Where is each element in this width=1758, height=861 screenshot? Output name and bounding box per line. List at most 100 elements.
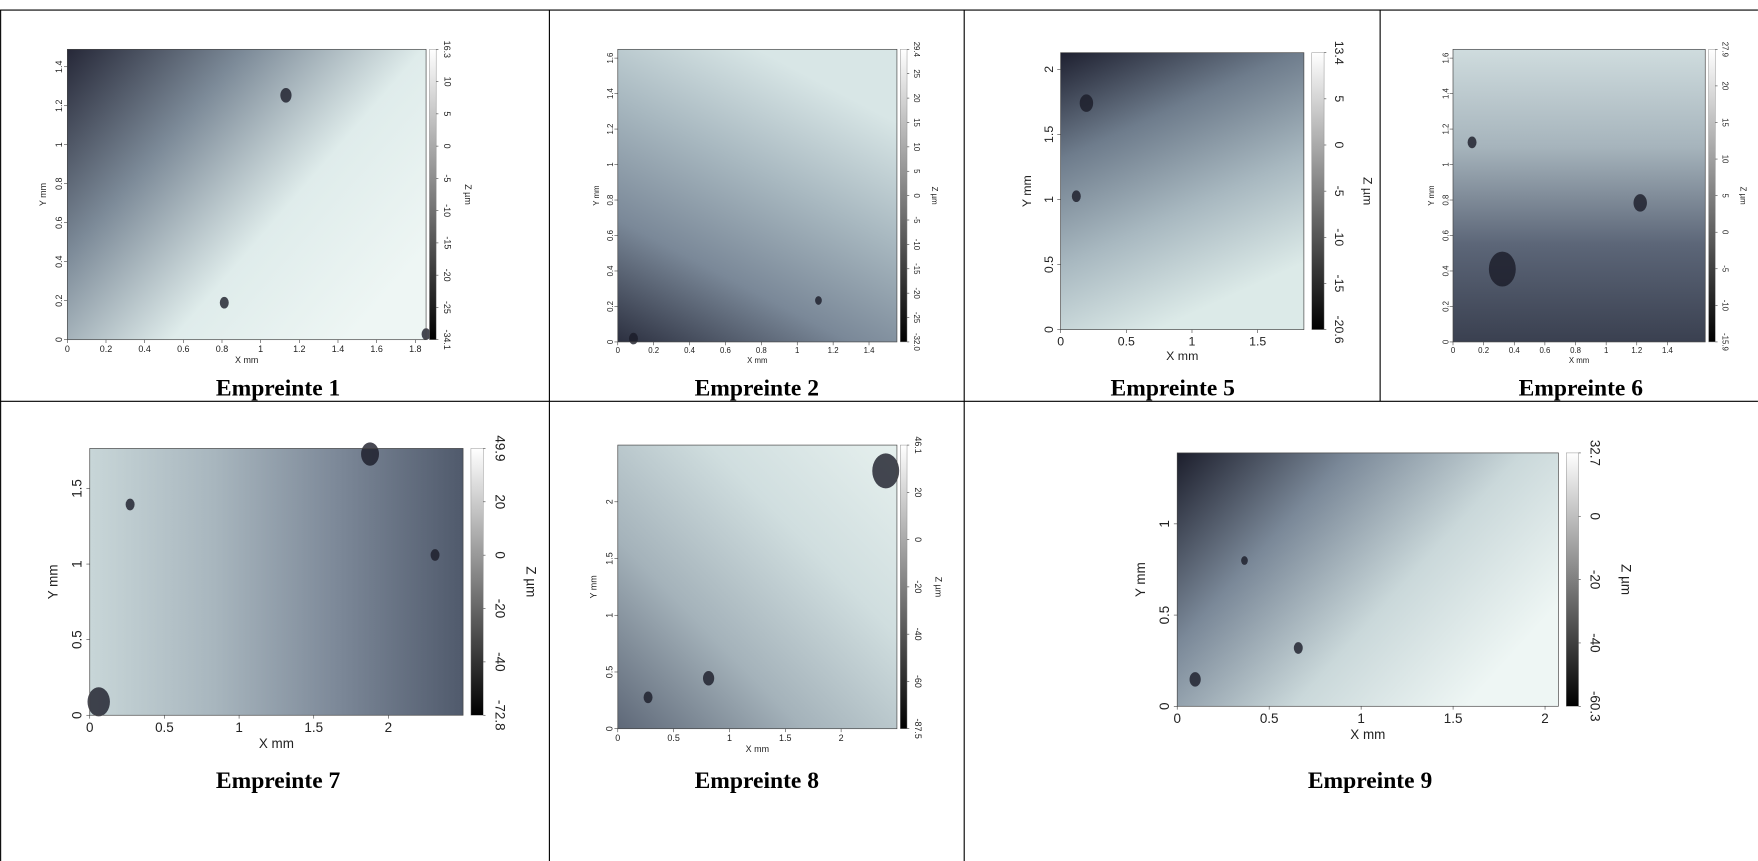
z-tick-label: -40 xyxy=(492,652,507,671)
x-tick-label: 0 xyxy=(1451,346,1456,355)
x-tick-label: 1.5 xyxy=(304,720,323,735)
y-tick-label: 1 xyxy=(1157,520,1172,527)
x-tick-label: 1.5 xyxy=(1444,711,1463,726)
z-tick-label: -10 xyxy=(442,204,452,217)
z-tick-label: -10 xyxy=(1332,228,1346,246)
surface-image xyxy=(617,445,897,729)
z-axis-label: Z µm xyxy=(1619,564,1634,595)
z-axis-label: Z µm xyxy=(1361,177,1375,205)
z-tick-label: 27.9 xyxy=(1720,42,1729,57)
x-tick-label: 1.2 xyxy=(293,344,305,354)
z-tick-label: -60 xyxy=(913,675,923,688)
z-tick-label: 0 xyxy=(492,551,507,558)
caption: Empreinte 5 xyxy=(1111,376,1235,402)
y-tick-label: 1.2 xyxy=(1441,124,1450,135)
y-tick-label: 0.6 xyxy=(54,216,64,228)
y-tick-label: 0.2 xyxy=(54,294,64,306)
z-tick-label: 29.4 xyxy=(912,42,921,58)
z-tick-label: 20 xyxy=(492,494,507,509)
z-tick-label: -34.1 xyxy=(442,329,452,349)
z-tick-label: -5 xyxy=(442,174,452,182)
surface-pit xyxy=(1633,194,1647,212)
colorbar xyxy=(1566,452,1579,707)
surface-pit xyxy=(628,332,638,345)
y-tick-label: 0.4 xyxy=(1441,265,1450,277)
surface-pit xyxy=(1241,556,1248,565)
x-tick-label: 0.8 xyxy=(756,346,768,355)
x-axis-label: X mm xyxy=(1569,356,1589,365)
plot-frame xyxy=(617,444,898,730)
z-tick-label: -20 xyxy=(492,599,507,618)
plot-frame xyxy=(89,448,464,716)
z-tick-label: -20 xyxy=(1588,570,1603,589)
colorbar xyxy=(470,448,484,716)
z-tick-label: 16.3 xyxy=(442,41,452,58)
z-tick-label: -20 xyxy=(442,269,452,282)
z-tick-label: -20 xyxy=(912,288,921,300)
x-tick-label: 1 xyxy=(235,720,242,735)
surface-pit xyxy=(702,670,715,686)
z-tick-label: 20 xyxy=(913,487,923,497)
surface-pit xyxy=(643,691,653,704)
z-tick-label: 13.4 xyxy=(1332,41,1346,65)
surface-pit xyxy=(125,498,135,511)
surface-image xyxy=(617,49,897,342)
y-tick-label: 0.2 xyxy=(606,301,615,312)
z-tick-label: -32.0 xyxy=(912,333,921,351)
table-borders xyxy=(0,9,1758,861)
x-tick-label: 1.4 xyxy=(864,346,876,355)
x-tick-label: 0.6 xyxy=(1539,346,1551,355)
surface-plot: 13.4 5 0 -5 -10 -15 -20.6 Z µm 0 0.5 1 1.5 X mm 0 0.5 1… xyxy=(1020,41,1375,363)
x-tick-label: 1.2 xyxy=(828,346,839,355)
x-tick-label: 0 xyxy=(1057,334,1064,348)
z-tick-label: -25 xyxy=(442,301,452,314)
colorbar xyxy=(1708,49,1716,343)
surface-pit xyxy=(872,453,900,489)
z-tick-label: -15.9 xyxy=(1720,333,1729,351)
surface-pit xyxy=(1467,136,1477,149)
x-tick-label: 0.5 xyxy=(667,733,679,743)
x-tick-label: 0.4 xyxy=(684,346,696,355)
x-tick-label: 1.8 xyxy=(409,344,421,354)
z-tick-label: -60.3 xyxy=(1588,691,1603,722)
surface-pit xyxy=(1071,190,1081,203)
z-tick-label: 10 xyxy=(1720,155,1729,164)
z-tick-label: -40 xyxy=(1588,633,1603,652)
surface-image xyxy=(1060,52,1304,330)
plot-frame xyxy=(1452,48,1706,343)
y-axis-label: Y mm xyxy=(592,185,601,205)
x-tick-label: 1 xyxy=(1604,346,1608,355)
y-tick-label: 1.5 xyxy=(1042,126,1056,143)
y-tick-label: 0 xyxy=(1441,339,1450,344)
surface-image xyxy=(1177,452,1559,707)
z-tick-label: -25 xyxy=(912,312,921,324)
surface-pit xyxy=(1079,94,1094,112)
y-tick-label: 0.2 xyxy=(1441,301,1450,312)
y-tick-label: 0.5 xyxy=(604,666,614,678)
caption: Empreinte 6 xyxy=(1519,376,1644,402)
caption: Empreinte 1 xyxy=(216,376,340,402)
y-axis-label: Y mm xyxy=(1427,185,1436,205)
y-tick-label: 0.8 xyxy=(606,194,615,206)
x-tick-label: 0.6 xyxy=(177,344,189,354)
surface-plot: 49.9 20 0 -20 -40 -72.8 Z µm 0 0.5 1 1.5 2 X mm 0 0.5 1… xyxy=(45,435,538,751)
x-axis-label: X mm xyxy=(747,356,767,365)
caption: Empreinte 2 xyxy=(695,376,819,402)
x-tick-label: 0 xyxy=(65,344,70,354)
y-tick-label: 1 xyxy=(54,142,64,147)
y-tick-label: 1.4 xyxy=(606,88,615,100)
x-tick-label: 1 xyxy=(727,733,732,743)
x-tick-label: 1 xyxy=(1189,334,1196,348)
y-tick-label: 2 xyxy=(604,499,614,504)
colorbar xyxy=(900,444,908,729)
z-axis-label: Z µm xyxy=(934,577,944,598)
y-tick-label: 1.2 xyxy=(606,124,615,135)
x-axis-label: X mm xyxy=(1166,349,1198,363)
x-tick-label: 0 xyxy=(615,733,620,743)
x-tick-label: 0.5 xyxy=(155,720,174,735)
x-tick-label: 0.8 xyxy=(1570,346,1582,355)
z-tick-label: 0 xyxy=(1588,513,1603,520)
y-tick-label: 0 xyxy=(1157,703,1172,710)
x-axis-label: X mm xyxy=(1350,727,1385,742)
